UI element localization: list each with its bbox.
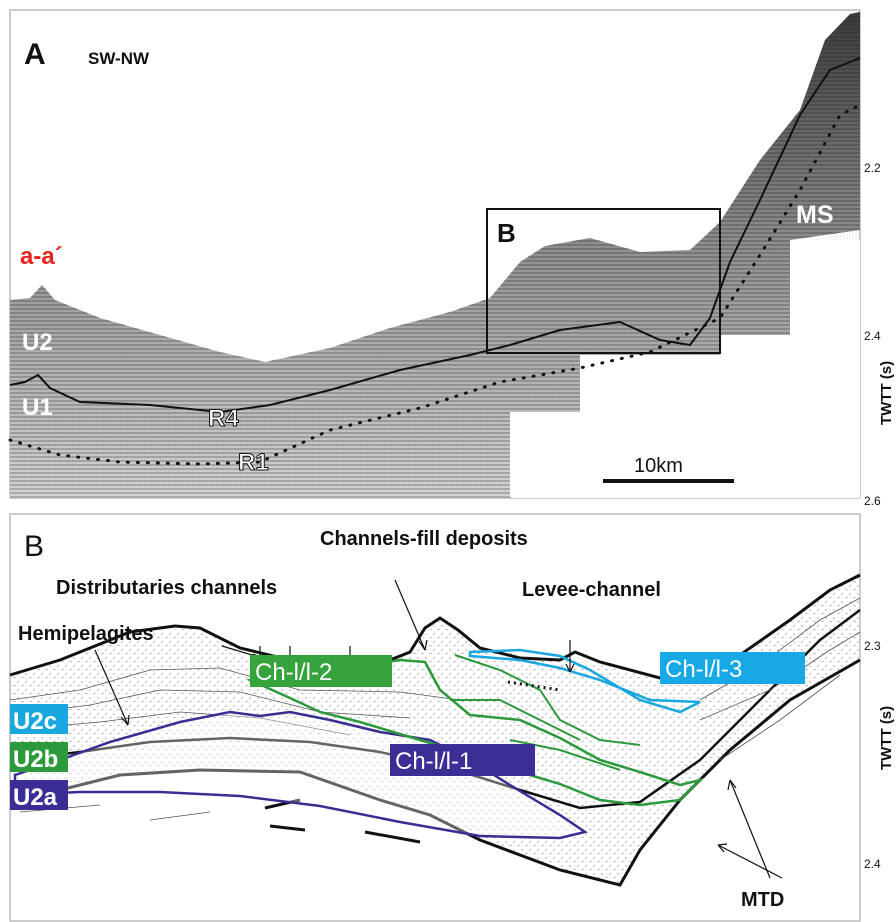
panel-b-letter: B	[24, 530, 44, 563]
stratigraphy-fill	[10, 575, 860, 885]
lower-bounding-line	[9, 609, 861, 810]
blank-area-2	[580, 355, 860, 412]
axis-b-tick-2: 2.4	[864, 857, 881, 871]
inset-box-b	[486, 208, 721, 354]
unit-u1-label: U1	[22, 394, 53, 421]
ch1-tag: Ch-l/l-1	[395, 748, 472, 775]
blank-area-3	[720, 335, 860, 355]
seismic-reflectors	[10, 12, 860, 498]
u2a-tag-bg	[10, 780, 68, 810]
axis-b-tick-1: 2.3	[864, 639, 881, 653]
channel-dotted-segment	[507, 680, 561, 692]
panel-b: B Channels-fill deposits Distributaries …	[9, 513, 895, 922]
profile-label: a-a´	[20, 243, 63, 270]
panel-a-letter: A	[24, 38, 46, 71]
reflector-segments	[264, 798, 421, 844]
ch2-tag: Ch-l/l-2	[255, 659, 332, 686]
blank-area-4	[790, 240, 860, 335]
u2b-tag: U2b	[13, 746, 58, 773]
horizon-r4	[9, 57, 861, 414]
scale-bar-label: 10km	[634, 455, 683, 477]
axis-a-tick-2: 2.4	[864, 329, 881, 343]
base-u2a-line	[9, 658, 861, 887]
panel-a: A SW-NW a-a´ B U2 U1 R4 R1 MS 10km 2.2 2…	[8, 9, 895, 508]
distributaries-label: Distributaries channels	[56, 577, 277, 599]
inset-label: B	[497, 218, 516, 248]
channel-ch2-branch	[450, 654, 641, 771]
unit-ms-label: MS	[796, 201, 834, 229]
u2a-tag: U2a	[13, 784, 58, 811]
pointer-arrows	[94, 579, 783, 879]
horizon-r4-label: R4	[208, 405, 239, 432]
unit-u2-label: U2	[22, 329, 53, 356]
channel-ch2-outline	[245, 658, 705, 807]
u2c-tag-bg	[10, 704, 68, 734]
ch3-tag: Ch-l/l-3	[665, 656, 742, 683]
axis-b-title: TWTT (s)	[878, 706, 895, 770]
mtd-label: MTD	[741, 889, 784, 911]
u2b-tag-bg	[10, 742, 68, 772]
direction-label: SW-NW	[88, 49, 150, 68]
axis-a-tick-3: 2.6	[864, 494, 881, 508]
channel-ch1-outline	[13, 710, 589, 840]
axis-a-tick-1: 2.2	[864, 161, 881, 175]
channel-ch3-outline	[468, 648, 701, 714]
axis-a-title: TWTT (s)	[878, 361, 895, 425]
ch1-tag-bg	[390, 744, 535, 776]
u2c-tag: U2c	[13, 708, 57, 735]
blank-area-1	[512, 412, 860, 498]
horizon-r1	[8, 103, 862, 466]
seismic-noise	[10, 230, 860, 498]
horizon-r1-label: R1	[238, 449, 269, 476]
ch3-tag-bg	[660, 652, 805, 684]
levee-channel-label: Levee-channel	[522, 579, 661, 601]
ch2-tag-bg	[250, 655, 392, 687]
channels-fill-label: Channels-fill deposits	[320, 528, 528, 550]
hemipelagites-label: Hemipelagites	[18, 623, 154, 645]
